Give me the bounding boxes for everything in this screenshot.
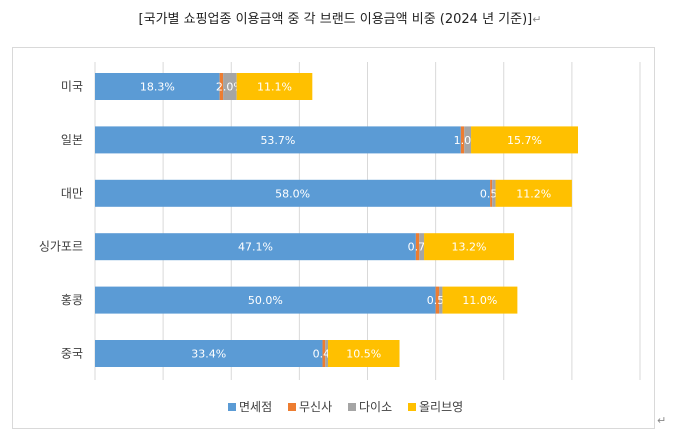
- data-label: 15.7%: [507, 134, 542, 147]
- bar-segment: [223, 73, 237, 100]
- legend-swatch: [228, 403, 236, 411]
- bar-segment: [325, 340, 328, 367]
- bar-segment: [95, 73, 220, 100]
- category-label: 싱가포르: [39, 240, 83, 254]
- data-label: 58.0%: [275, 187, 310, 200]
- category-label: 대만: [61, 186, 83, 200]
- legend-label: 올리브영: [419, 400, 463, 414]
- legend-label: 무신사: [299, 400, 332, 414]
- paragraph-mark-icon: ↵: [657, 414, 667, 427]
- legend-label: 다이소: [359, 400, 392, 414]
- bar-segment: [327, 340, 400, 367]
- data-label: 33.4%: [191, 348, 226, 361]
- legend-label: 면세점: [239, 400, 272, 414]
- bar-segment: [419, 233, 425, 261]
- bar-segment: [95, 179, 491, 207]
- bar-segment: [492, 179, 496, 207]
- bar-segment: [442, 286, 518, 314]
- bar-segment: [460, 126, 465, 154]
- bar-segment: [95, 126, 461, 154]
- data-label: 50.0%: [248, 294, 283, 307]
- legend-swatch: [408, 403, 416, 411]
- bar-segment: [415, 233, 420, 261]
- bar-segment: [471, 126, 579, 154]
- data-label: 11.1%: [257, 81, 292, 94]
- bar-segment: [495, 179, 572, 207]
- bar-segment: [219, 73, 224, 100]
- bar-segment: [424, 233, 514, 261]
- category-label: 미국: [61, 80, 83, 94]
- data-label: 11.0%: [462, 294, 497, 307]
- bar-segment: [95, 340, 323, 367]
- chart-frame: [12, 47, 655, 429]
- data-label: 18.3%: [140, 81, 175, 94]
- chart-title-text: [국가별 쇼핑업종 이용금액 중 각 브랜드 이용금액 비중 (2024 년 기…: [138, 12, 533, 27]
- bar-segment: [236, 73, 313, 100]
- paragraph-mark-icon: ↵: [532, 13, 542, 26]
- data-label: 47.1%: [238, 241, 273, 254]
- data-label: 13.2%: [452, 241, 487, 254]
- bar-segment: [322, 340, 326, 367]
- bar-segment: [95, 233, 416, 261]
- bar-segment: [95, 286, 436, 314]
- chart-title: [국가별 쇼핑업종 이용금액 중 각 브랜드 이용금액 비중 (2024 년 기…: [0, 8, 680, 27]
- bar-segment: [464, 126, 472, 154]
- legend-swatch: [348, 403, 356, 411]
- bar-segment: [435, 286, 440, 314]
- category-label: 일본: [61, 133, 83, 147]
- bar-segment: [439, 286, 443, 314]
- bar-segment: [490, 179, 493, 207]
- category-label: 중국: [61, 347, 83, 361]
- data-label: 11.2%: [516, 187, 551, 200]
- legend-swatch: [288, 403, 296, 411]
- category-label: 홍콩: [61, 293, 83, 307]
- data-label: 53.7%: [260, 134, 295, 147]
- data-label: 10.5%: [346, 348, 381, 361]
